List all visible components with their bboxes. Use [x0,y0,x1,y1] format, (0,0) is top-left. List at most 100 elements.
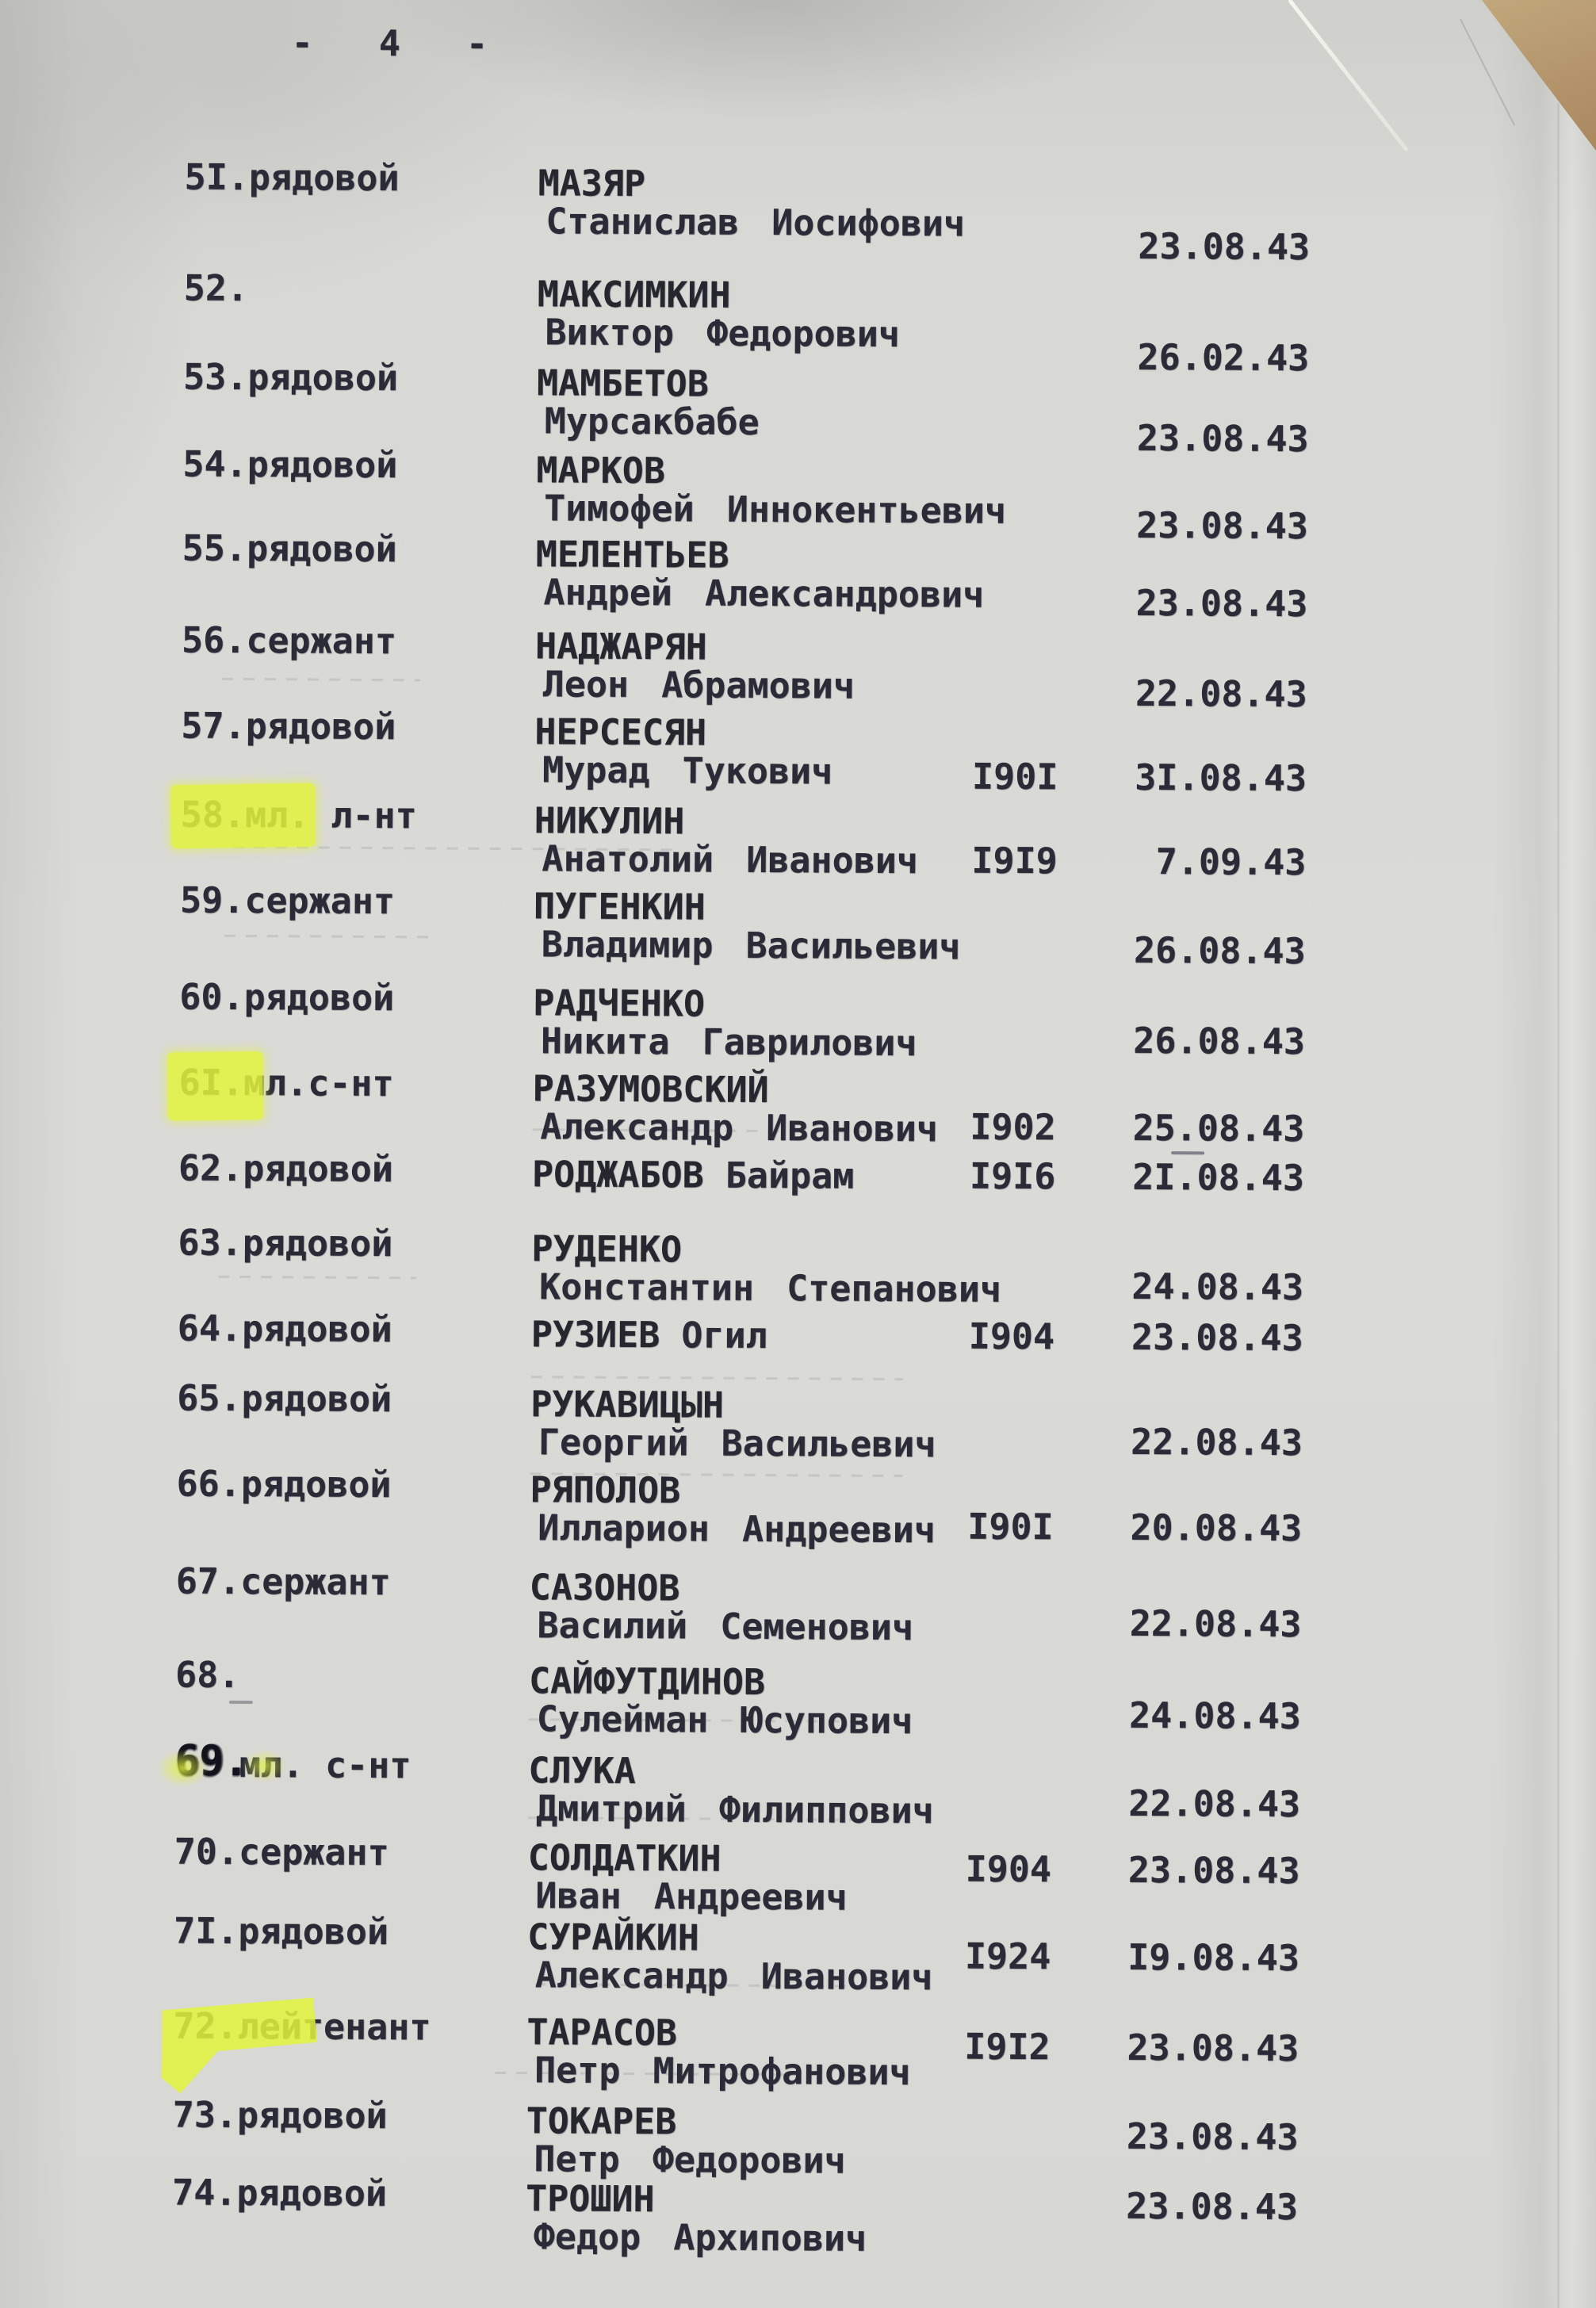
entry-number-rank: 57.рядовой [181,704,396,748]
entry-row: 7I.рядовой СУРАЙКИН Александр Иванович I924… [0,1908,1584,2013]
entry-given-name: Федор Архипович [533,2215,867,2260]
entry-surname: СУРАЙКИН [526,1916,699,1959]
entry-surname-line: НИКУЛИН [534,799,685,842]
entry-surname-line: СЛУКА [528,1749,636,1792]
entry-rank: рядовой [247,355,399,400]
entry-number: 66. [176,1462,242,1505]
entry-surname: РАДЧЕНКО [533,982,706,1025]
entry-date: 26.08.43 [1133,928,1306,973]
entry-number-rank: 72.лейтенант [173,2004,431,2048]
entry-surname: РАЗУМОВСКИЙ [532,1067,769,1112]
entry-row: 5I.рядовой МАЗЯР Станислав Иосифович 23.08.… [0,155,1595,269]
entry-date: 26.08.43 [1133,1019,1306,1063]
entry-given-name: Иван Андреевич [535,1874,848,1919]
entry-surname-line: СУРАЙКИН [527,1916,699,1958]
yellow-highlight-mark [167,1051,264,1121]
entry-number-rank: 68. [175,1653,240,1695]
entry-number-rank: 52. [184,267,249,309]
entry-rank: сержант [238,1830,389,1874]
entry-number: 59. [179,878,245,921]
entry-date: 23.08.43 [1126,2115,1299,2159]
entry-list: 5I.рядовой МАЗЯР Станислав Иосифович 23.08.… [0,0,1596,2260]
entry-number-rank: 59.сержант [180,878,395,922]
entry-number-rank: 67.сержант [176,1560,391,1603]
entry-number: 63. [178,1221,243,1264]
entry-surname-line: НАДЖАРЯН [535,625,707,668]
entry-given-name: Владимир Васильевич [541,923,961,968]
entry-surname-line: САЙФУТДИНОВ [529,1659,765,1703]
entry-number: 62. [178,1146,243,1189]
entry-given-name: Александр Иванович [540,1105,939,1150]
entry-number-rank: 64.рядовой [178,1307,392,1350]
entry-date: 23.08.43 [1138,224,1311,269]
entry-surname-line: НЕРСЕСЯН [534,710,706,753]
entry-date: 3I.08.43 [1135,756,1307,800]
entry-surname-line: ТОКАРЕВ [526,2099,676,2142]
entry-surname-line: ТРОШИН [526,2177,655,2220]
entry-surname: РУКАВИЦЫН [530,1383,725,1426]
entry-number: 74. [171,2171,237,2214]
entry-surname: РУЗИЕВ [530,1313,660,1357]
entry-surname: СЛУКА [528,1749,636,1793]
entry-given-name: Дмитрий Филиппович [535,1787,934,1832]
entry-surname-line: МЕЛЕНТЬЕВ [536,533,729,576]
entry-date: 23.08.43 [1136,416,1309,461]
entry-date: 20.08.43 [1130,1506,1303,1550]
entry-number-rank: 58.мл. л-нт [170,783,417,849]
entry-surname-line: СОЛДАТКИН [528,1836,721,1879]
entry-date: 22.08.43 [1135,672,1307,716]
entry-number-rank: 53.рядовой [183,356,398,400]
entry-number: 73. [172,2093,238,2136]
entry-surname-line: ПУГЕНКИН [534,885,706,928]
entry-given-name: Василий Семенович [537,1604,914,1649]
entry-number-rank: 74.рядовой [172,2171,387,2214]
entry-birth-year: I9I9 [971,839,1058,882]
entry-number-rank: 65.рядовой [177,1376,392,1420]
entry-given-name: Петр Митрофанович [534,2049,911,2094]
entry-number: 7I. [173,1909,239,1952]
entry-number: 65. [177,1376,242,1419]
entry-birth-year: I924 [964,1935,1051,1978]
entry-date: 23.08.43 [1136,503,1309,548]
entry-surname: МАРКОВ [536,449,666,492]
entry-date: 22.08.43 [1129,1602,1302,1646]
entry-rank: сержант [246,618,397,663]
entry-number: 64. [177,1307,243,1349]
entry-surname-line: РАДЧЕНКО [533,982,705,1024]
entry-given-name: Петр Федорович [534,2138,846,2182]
entry-surname-line: РУДЕНКО [531,1227,682,1270]
entry-given-name: Станислав Иосифович [545,200,966,245]
entry-row: 67.сержант САЗОНОВ Василий Семенович 22.08.… [0,1559,1586,1663]
entry-number-rank: 66.рядовой [176,1462,391,1506]
paper-right-edge-line [1557,103,1560,2308]
entry-rank: рядовой [247,442,398,487]
entry-number: 60. [179,975,244,1018]
entry-number: 56. [181,618,247,661]
entry-number-rank: 6I.мл.с-нт [167,1051,394,1121]
entry-rank: рядовой [238,1909,389,1954]
entry-given-name: Мурсакбабе [544,400,760,443]
entry-surname-line: МАМБЕТОВ [537,362,709,404]
entry-rank: рядовой [241,1376,392,1421]
entry-date: 23.08.43 [1127,1848,1300,1893]
entry-date: 22.08.43 [1130,1420,1303,1464]
entry-number-rank: 63.рядовой [178,1221,392,1265]
pen-underline-mark [1171,1151,1205,1155]
entry-given-name: Тимофей Иннокентьевич [543,487,1007,532]
entry-rank: сержант [239,1560,391,1604]
pen-underline-mark [228,1700,253,1705]
entry-date: 26.02.43 [1137,335,1310,380]
entry-birth-year: I904 [968,1315,1055,1358]
entry-surname: НИКУЛИН [534,799,685,843]
entry-surname: ТОКАРЕВ [526,2099,677,2143]
entry-number: 70. [174,1830,239,1873]
entry-given-name: Виктор Федорович [545,311,901,356]
entry-given-name: Андрей Александрович [543,571,985,616]
entry-date: 7.09.43 [1155,840,1307,884]
entry-given-name: Илларион Андреевич [538,1506,936,1552]
entry-surname: РОДЖАБОВ [531,1153,704,1196]
entry-number-rank: 56.сержант [182,618,396,662]
entry-number: 68. [174,1653,240,1696]
entry-rank: рядовой [245,704,396,748]
entry-given-name: Леон Абрамович [542,663,855,707]
